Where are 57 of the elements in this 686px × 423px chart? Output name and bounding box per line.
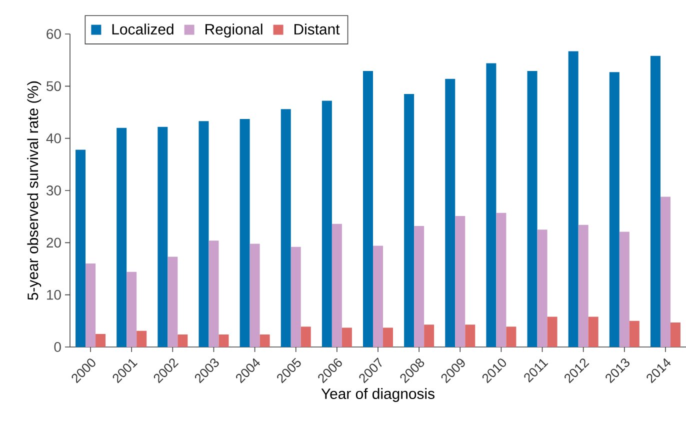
bar <box>96 334 106 347</box>
bar <box>136 330 147 347</box>
bar <box>208 240 219 347</box>
y-tick-label: 60 <box>46 29 61 39</box>
bar <box>178 334 188 347</box>
bar <box>496 212 506 347</box>
y-tick-label: 20 <box>46 238 61 248</box>
bar <box>670 322 680 347</box>
y-tick-label: 50 <box>46 81 61 92</box>
y-axis-title: 5-year observed survival rate (%) <box>27 81 42 300</box>
y-tick-label: 30 <box>46 186 61 196</box>
bar <box>578 224 588 347</box>
x-axis-title: Year of diagnosis <box>321 388 434 402</box>
bar <box>465 324 476 347</box>
bar <box>363 71 374 347</box>
bar <box>290 246 301 347</box>
bar <box>424 324 434 347</box>
bar <box>455 216 466 347</box>
bar <box>76 150 86 347</box>
legend-label: Localized <box>112 24 174 35</box>
bar <box>86 264 96 347</box>
bar <box>168 256 178 347</box>
bar <box>527 71 538 347</box>
bar <box>373 246 384 347</box>
bar <box>383 328 394 347</box>
bar <box>568 51 578 347</box>
y-tick-label: 40 <box>46 133 61 144</box>
bar <box>322 100 332 347</box>
bar <box>650 56 660 347</box>
bar <box>218 334 229 347</box>
bar <box>280 109 291 347</box>
bar <box>404 94 414 347</box>
legend-label: Regional <box>206 24 262 38</box>
bar <box>588 316 598 347</box>
bar <box>609 72 620 347</box>
y-tick-label: 10 <box>47 290 61 300</box>
bar <box>537 230 548 347</box>
bar <box>414 226 424 347</box>
bar <box>342 328 352 347</box>
bar <box>486 63 496 347</box>
bar <box>250 244 260 347</box>
bar <box>445 78 456 347</box>
bar <box>260 334 270 347</box>
bar <box>629 320 640 347</box>
y-tick-label: 0 <box>54 342 61 352</box>
bar <box>660 196 670 347</box>
bar <box>506 326 516 347</box>
bar <box>126 272 137 347</box>
bar <box>547 316 558 347</box>
legend-label: Distant <box>294 24 340 35</box>
bar <box>332 224 342 347</box>
bar <box>158 126 168 347</box>
bar <box>116 128 127 347</box>
bar <box>619 232 630 347</box>
bar <box>198 121 209 347</box>
bar <box>300 326 311 347</box>
bar <box>240 119 250 347</box>
